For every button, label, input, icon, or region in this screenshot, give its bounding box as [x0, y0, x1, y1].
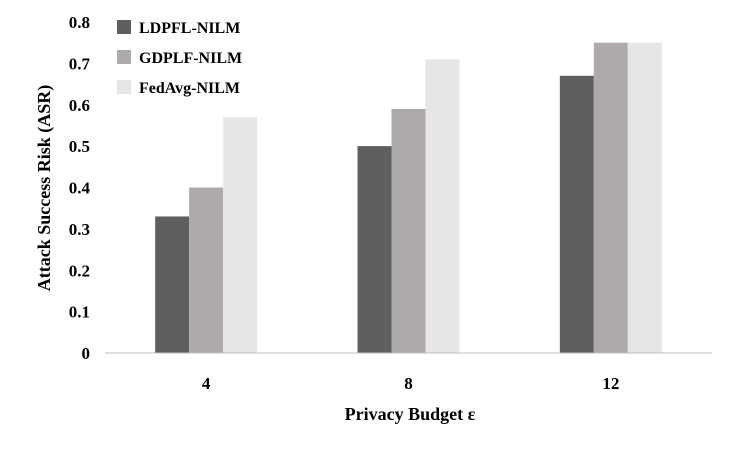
x-tick-label: 12 [602, 374, 619, 393]
y-tick-label: 0.8 [69, 13, 90, 32]
x-axis-title: Privacy Budget ε [345, 404, 476, 424]
y-tick-label: 0 [82, 344, 91, 363]
y-tick-label: 0.3 [69, 220, 90, 239]
x-ticks-group: 4 8 12 [202, 374, 619, 393]
legend-label: LDPFL-NILM [139, 20, 240, 37]
bar-ldpfl-nilm-8 [357, 146, 392, 353]
y-tick-label: 0.5 [69, 137, 90, 156]
y-tick-label: 0.7 [69, 54, 91, 73]
bar-ldpfl-nilm-4 [155, 216, 190, 353]
y-axis-title: Attack Success Risk (ASR) [34, 85, 55, 292]
y-tick-label: 0.2 [69, 261, 90, 280]
y-tick-label: 0.6 [69, 96, 90, 115]
x-tick-label: 8 [404, 374, 413, 393]
bars-group [155, 42, 662, 354]
bar-fedavg-nilm-4 [223, 117, 258, 353]
legend-swatch [117, 50, 131, 64]
bar-fedavg-nilm-8 [425, 59, 460, 354]
legend-label: FedAvg-NILM [139, 80, 240, 97]
legend-swatch [117, 20, 131, 34]
legend-swatch [117, 80, 131, 94]
bar-fedavg-nilm-12 [627, 42, 662, 353]
bar-gdplf-nilm-8 [391, 108, 426, 353]
y-tick-label: 0.4 [69, 179, 91, 198]
bar-ldpfl-nilm-12 [559, 75, 594, 353]
bar-gdplf-nilm-4 [189, 187, 224, 353]
legend: LDPFL-NILM GDPLF-NILM FedAvg-NILM [117, 20, 242, 97]
y-ticks-group: 0 0.1 0.2 0.3 0.4 0.5 0.6 0.7 0.8 [69, 13, 91, 363]
x-tick-label: 4 [202, 374, 211, 393]
y-tick-label: 0.1 [69, 303, 90, 322]
bar-gdplf-nilm-12 [593, 42, 628, 353]
legend-label: GDPLF-NILM [139, 50, 242, 67]
